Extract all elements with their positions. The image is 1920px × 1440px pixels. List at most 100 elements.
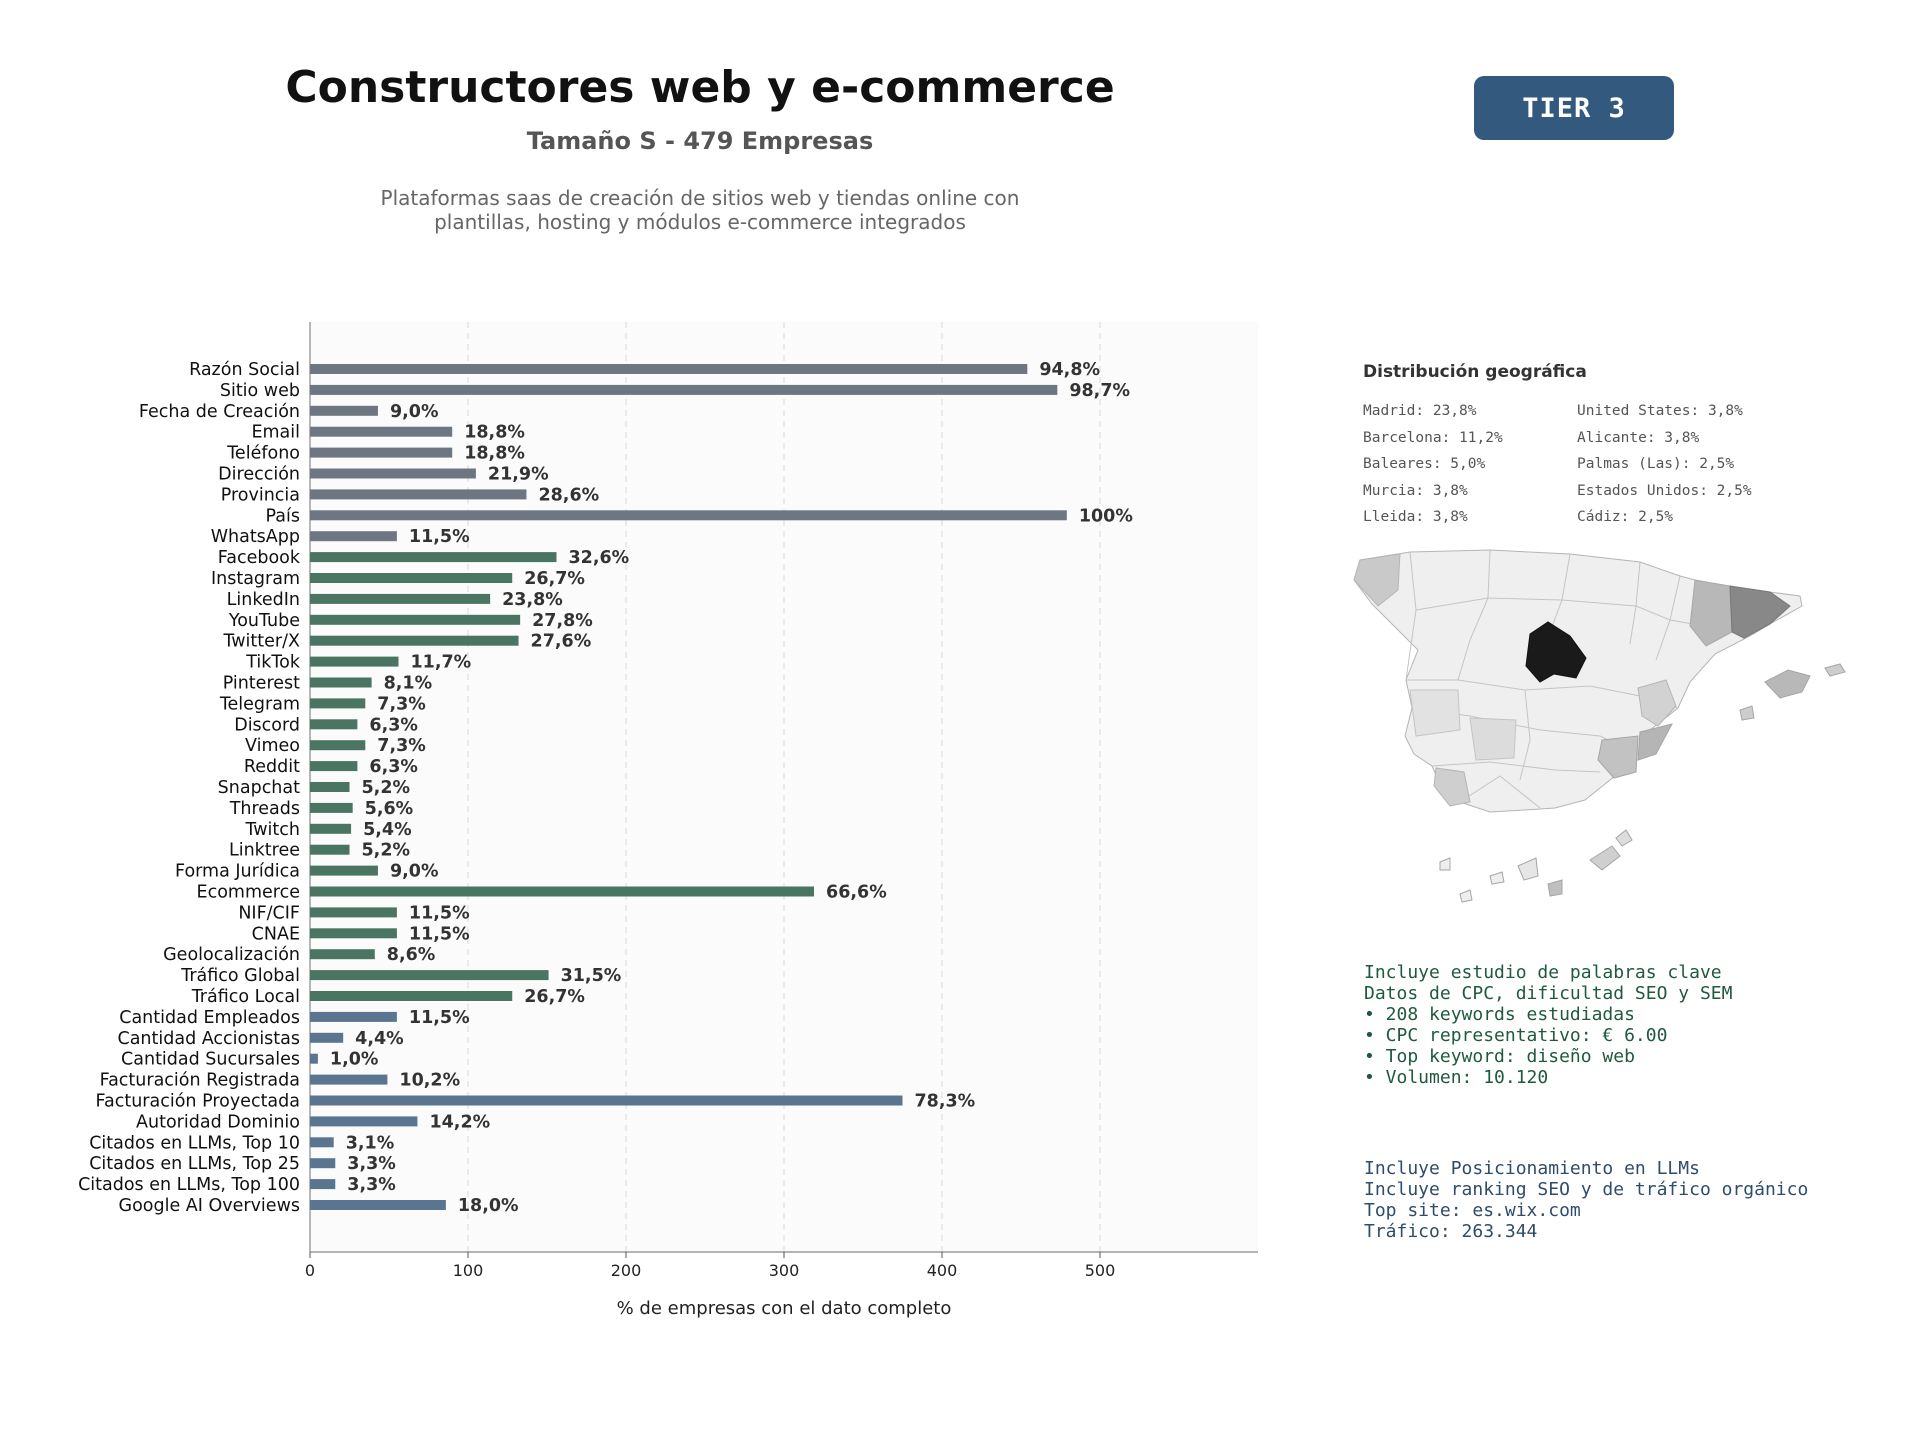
category-label: Tráfico Local <box>191 987 300 1007</box>
bar <box>310 907 397 918</box>
geo-entry: Cádiz: 2,5% <box>1577 509 1674 525</box>
category-label: Discord <box>234 715 300 735</box>
llm-line: Incluye Posicionamiento en LLMs <box>1364 1158 1700 1179</box>
bar <box>310 698 366 709</box>
data-label: 32,6% <box>568 548 629 568</box>
data-label: 6,3% <box>369 757 418 777</box>
llm-info-block: Incluye Posicionamiento en LLMs Incluye … <box>1364 1158 1808 1242</box>
category-label: Sitio web <box>220 381 300 401</box>
page-title: Constructores web y e-commerce <box>285 62 1115 113</box>
seo-line: • CPC representativo: € 6.00 <box>1364 1025 1668 1046</box>
bar <box>310 1116 418 1127</box>
data-label: 28,6% <box>538 485 599 505</box>
geo-entry: Murcia: 3,8% <box>1363 482 1468 499</box>
data-label: 94,8% <box>1039 360 1100 380</box>
bar <box>310 1095 903 1106</box>
x-tick-label: 300 <box>769 1261 800 1280</box>
data-label: 6,3% <box>369 715 418 735</box>
geo-entry: Palmas (Las): 2,5% <box>1577 456 1735 472</box>
bar <box>310 782 350 792</box>
map-region-lleida <box>1689 579 1733 647</box>
data-label: 26,7% <box>524 987 585 1007</box>
map-region-madrid <box>1525 621 1587 683</box>
geo-entry: United States: 3,8% <box>1577 403 1743 419</box>
map-island-canarias-2 <box>1615 829 1633 847</box>
category-label: Fecha de Creación <box>139 402 300 422</box>
data-label: 5,2% <box>362 778 411 798</box>
map-island-canarias-4 <box>1489 871 1505 885</box>
category-label: Cantidad Sucursales <box>121 1050 300 1070</box>
geo-list-left: Madrid: 23,8% Barcelona: 11,2% Baleares:… <box>1363 398 1503 531</box>
x-tick-label: 100 <box>453 1261 484 1280</box>
map-island-canarias-1 <box>1589 845 1621 871</box>
seo-line: • Top keyword: diseño web <box>1364 1046 1635 1067</box>
category-label: Threads <box>229 799 300 819</box>
bar <box>310 364 1028 374</box>
data-label: 7,3% <box>377 736 426 756</box>
bar <box>310 719 358 730</box>
data-label: 78,3% <box>915 1092 976 1112</box>
data-label: 27,8% <box>532 611 593 631</box>
category-label: País <box>266 506 300 526</box>
bar <box>310 991 513 1001</box>
map-island-canarias-7 <box>1439 857 1451 871</box>
category-label: Facebook <box>218 548 301 568</box>
category-label: NIF/CIF <box>238 903 300 923</box>
category-label: Dirección <box>218 465 300 485</box>
data-label: 5,6% <box>365 799 414 819</box>
data-label: 18,8% <box>464 423 525 443</box>
bar <box>310 531 397 542</box>
data-label: 11,5% <box>409 903 470 923</box>
bar <box>310 740 366 751</box>
bar <box>310 635 519 646</box>
category-label: Cantidad Empleados <box>119 1008 300 1028</box>
category-label: Autoridad Dominio <box>136 1112 300 1132</box>
map-region-center-west <box>1469 717 1517 761</box>
bar <box>310 1011 397 1022</box>
map-region-barcelona <box>1729 585 1791 639</box>
data-label: 100% <box>1079 506 1133 526</box>
map-island-menorca <box>1824 663 1846 677</box>
bar <box>310 928 397 939</box>
description-line: Plataformas saas de creación de sitios w… <box>380 186 1020 210</box>
geo-distribution-title: Distribución geográfica <box>1363 362 1587 382</box>
llm-line: Incluye ranking SEO y de tráfico orgánic… <box>1364 1179 1809 1200</box>
bar <box>310 970 549 981</box>
bar <box>310 489 527 500</box>
data-label: 8,1% <box>384 674 433 694</box>
bar <box>310 405 378 416</box>
map-region-alicante <box>1637 723 1673 761</box>
category-label: Citados en LLMs, Top 10 <box>89 1133 300 1153</box>
seo-line: • Volumen: 10.120 <box>1364 1067 1549 1088</box>
bar <box>310 573 513 583</box>
category-label: Twitch <box>244 820 300 840</box>
llm-line: Tráfico: 263.344 <box>1364 1221 1538 1242</box>
data-label: 26,7% <box>524 569 585 589</box>
bar <box>310 1200 446 1210</box>
data-label: 4,4% <box>355 1029 404 1049</box>
bar <box>310 1158 336 1169</box>
bar <box>310 865 378 876</box>
x-tick-label: 400 <box>927 1261 958 1280</box>
data-label: 5,2% <box>362 841 411 861</box>
geo-entry: Baleares: 5,0% <box>1363 456 1486 472</box>
category-label: Email <box>251 423 300 443</box>
page-subtitle: Tamaño S - 479 Empresas <box>526 127 874 155</box>
bar <box>310 426 453 437</box>
map-region-baleares <box>1764 669 1811 699</box>
bar <box>310 656 399 667</box>
map-region-valencia <box>1637 679 1677 727</box>
category-label: Tráfico Global <box>180 966 300 986</box>
category-label: Facturación Registrada <box>100 1071 300 1091</box>
data-label: 3,3% <box>347 1154 396 1174</box>
category-label: Google AI Overviews <box>119 1196 300 1216</box>
category-label: TikTok <box>245 653 301 673</box>
data-label: 5,4% <box>363 820 412 840</box>
data-label: 3,3% <box>347 1175 396 1195</box>
x-tick-label: 0 <box>305 1261 315 1280</box>
bar <box>310 1074 388 1085</box>
bar <box>310 384 1058 395</box>
bar <box>310 1032 344 1043</box>
data-label: 66,6% <box>826 883 887 903</box>
tier-badge: TIER 3 <box>1474 76 1674 140</box>
